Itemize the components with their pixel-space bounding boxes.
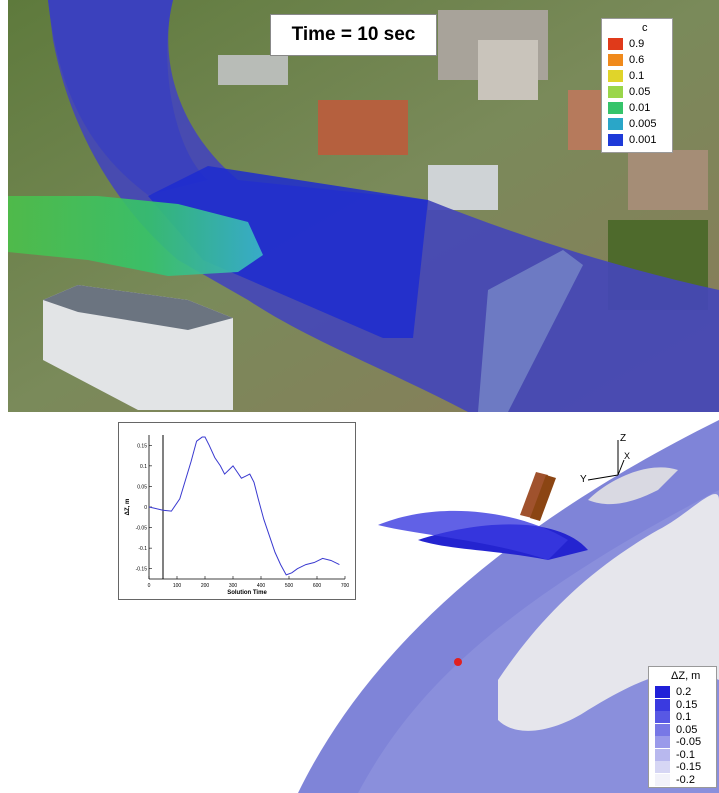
aerial-simulation-view: Time = 10 sec c 0.9 0.6 0.1 0.05 0.01 0.005 0.… [8,0,719,412]
y-tick-label: -0.1 [138,546,147,552]
building-roof [43,285,233,330]
legend-label: 0.05 [676,723,698,736]
legend-title: ΔZ, m [671,670,701,682]
probe-point-marker [454,658,462,666]
legend-entry: 0.1 [655,710,691,724]
aerial-photo-scene [8,0,719,412]
deposit-upper [588,467,678,505]
legend-swatch [655,773,670,786]
legend-entry: 0.15 [655,698,697,712]
legend-label: 0.2 [676,686,692,698]
legend-swatch [608,70,623,82]
legend-label: 0.001 [629,134,657,146]
axis-y-label: Y [580,474,587,485]
legend-swatch [655,761,670,773]
legend-label: 0.01 [629,102,651,114]
concentration-legend: c 0.9 0.6 0.1 0.05 0.01 0.005 0.001 [601,18,673,153]
scour-zone-outer [378,510,568,560]
bed-change-view: Z Y X 0 100 200 300 400 500 600 700 -0.15 -0.1 -0.… [118,420,719,793]
legend-entry: 0.01 [608,101,650,115]
legend-label: 0.9 [629,38,645,50]
legend-entry: 0.1 [608,69,644,83]
legend-swatch [655,698,670,711]
concentration-plume [8,196,263,276]
legend-entry: 0.6 [608,53,644,67]
pier-structure [530,475,556,521]
legend-entry: 0.001 [608,133,657,147]
legend-entry: -0.15 [655,760,701,774]
legend-swatch [655,736,670,748]
river-upstream [48,0,208,195]
y-tick-label: 0.15 [137,443,147,449]
legend-swatch [608,118,623,130]
legend-label: 0.1 [676,711,692,723]
legend-swatch [608,54,623,66]
series-line [148,436,340,576]
legend-entry: -0.05 [655,735,701,749]
legend-swatch [608,134,623,146]
y-tick-label: 0.1 [140,464,147,470]
time-series-inset: 0 100 200 300 400 500 600 700 -0.15 -0.1 -0.05 0 0.0… [118,422,356,600]
pier-structure [520,472,548,518]
x-tick-label: 700 [341,583,350,589]
x-tick-label: 500 [285,583,294,589]
time-label: Time = 10 sec [270,14,437,56]
mixing-box [148,166,428,338]
x-axis-title: Solution Time [227,590,267,596]
legend-label: -0.2 [676,773,695,786]
legend-entry: 0.9 [608,37,644,51]
legend-label: 0.6 [629,54,645,66]
legend-swatch [655,723,670,736]
delta-z-legend: ΔZ, m 0.2 0.15 0.1 0.05 -0.05 -0.1 -0.15 -0.2 [648,666,717,788]
delta-z-chart: 0 100 200 300 400 500 600 700 -0.15 -0.1 -0.05 0 0.0… [125,435,350,596]
tennis-court [318,100,408,155]
x-tick-label: 200 [201,583,210,589]
legend-entry: 0.05 [608,85,650,99]
x-tick-label: 0 [148,583,151,589]
building-block [478,40,538,100]
legend-label: -0.05 [676,736,702,748]
legend-entry: 0.2 [655,685,691,699]
x-tick-label: 600 [313,583,322,589]
legend-swatch [655,711,670,723]
legend-swatch [608,86,623,98]
legend-label: -0.1 [676,748,695,761]
axis-x-line [617,459,625,476]
legend-label: 0.1 [629,70,645,82]
axis-x-label: X [624,451,630,461]
legend-label: -0.15 [676,761,702,773]
legend-swatch [655,686,670,698]
bridge [478,250,583,412]
x-tick-label: 300 [229,583,238,589]
legend-label: 0.15 [676,698,698,711]
axis-z-label: Z [620,433,626,444]
legend-swatch [608,38,623,50]
y-tick-label: 0 [144,505,147,511]
legend-entry: -0.1 [655,748,695,762]
building-block [628,150,708,210]
building-block [428,165,498,210]
x-tick-label: 400 [257,583,266,589]
legend-label: 0.005 [629,118,657,130]
building-block [218,55,288,85]
x-tick-label: 100 [173,583,182,589]
legend-entry: 0.005 [608,117,657,131]
legend-swatch [608,102,623,114]
y-tick-label: -0.15 [136,567,148,573]
legend-label: 0.05 [629,86,651,98]
y-tick-label: 0.05 [137,484,147,490]
y-tick-label: -0.05 [136,526,148,532]
legend-entry: 0.05 [655,723,697,737]
legend-title: c [642,22,648,34]
y-axis-title: ΔZ, m [125,499,131,516]
bed-surface-scene: Z Y X [298,420,719,793]
axis-y-line [587,474,619,481]
legend-swatch [655,748,670,761]
legend-entry: -0.2 [655,773,695,787]
